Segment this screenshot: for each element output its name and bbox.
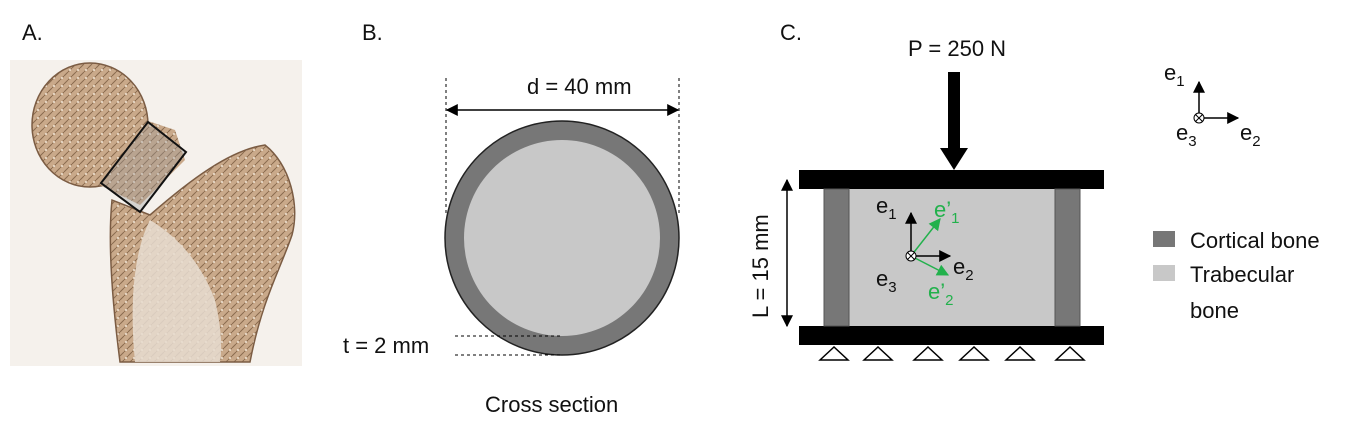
cross-section (444, 120, 680, 356)
legend: Cortical bone Trabecular bone (1153, 228, 1320, 323)
global-e2-label: e2 (1240, 120, 1261, 150)
panel-b-label: B. (362, 20, 383, 45)
axis-e1-prime-label: e’1 (934, 197, 959, 227)
global-e1-label: e1 (1164, 60, 1185, 90)
axis-e2-label: e2 (953, 254, 974, 284)
trabecular-core (824, 189, 1080, 326)
legend-trabecular-label-1: Trabecular (1190, 262, 1294, 287)
cortical-wall-right (1054, 188, 1081, 327)
axis-e3-label: e3 (876, 266, 897, 296)
panel-a-label: A. (22, 20, 43, 45)
load-arrow (940, 72, 968, 170)
axis-e1-label: e1 (876, 193, 897, 223)
local-axes (905, 211, 952, 276)
bottom-plate (799, 326, 1104, 345)
global-axes (1193, 80, 1240, 124)
diameter-label: d = 40 mm (527, 74, 632, 99)
global-e3-label: e3 (1176, 120, 1197, 150)
top-plate (799, 170, 1104, 189)
axis-e2-prime-label: e’2 (928, 279, 953, 309)
legend-cortical-swatch (1153, 231, 1175, 247)
load-label: P = 250 N (908, 36, 1006, 61)
cross-section-caption: Cross section (485, 392, 618, 417)
femur-image (10, 60, 302, 366)
supports (818, 345, 1086, 361)
cortical-wall-left (823, 188, 850, 327)
panel-c-label: C. (780, 20, 802, 45)
legend-trabecular-swatch (1153, 265, 1175, 281)
length-label: L = 15 mm (748, 214, 773, 318)
thickness-label: t = 2 mm (343, 333, 429, 358)
legend-cortical-label: Cortical bone (1190, 228, 1320, 253)
legend-trabecular-label-2: bone (1190, 298, 1239, 323)
